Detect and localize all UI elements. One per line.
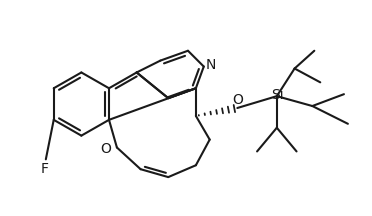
Text: N: N xyxy=(205,58,216,71)
Text: F: F xyxy=(41,162,49,176)
Text: O: O xyxy=(100,143,112,156)
Text: Si: Si xyxy=(272,88,284,102)
Text: O: O xyxy=(232,93,243,107)
